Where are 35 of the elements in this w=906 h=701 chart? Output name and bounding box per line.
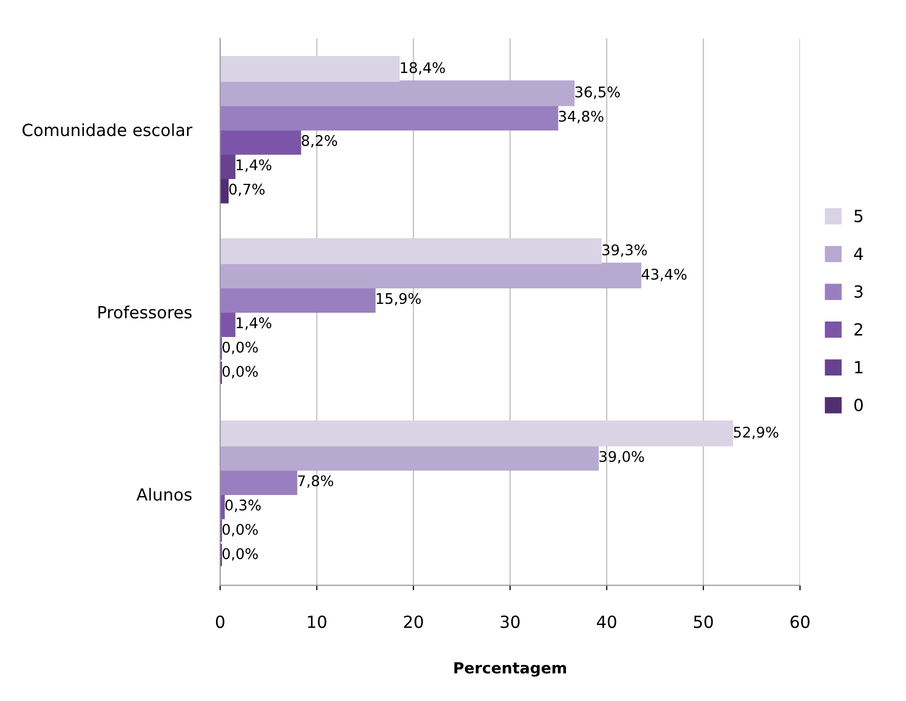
x-axis-title: Percentagem	[454, 662, 566, 677]
data-label: 1,4%	[236, 159, 272, 172]
x-tick-label: 30	[500, 615, 520, 628]
data-label: 1,4%	[236, 317, 272, 330]
data-label: 8,2%	[302, 135, 338, 148]
data-label: 0,3%	[225, 500, 261, 512]
legend-label: 1	[855, 361, 862, 374]
data-label: 0,0%	[222, 366, 258, 378]
data-label: 39,3%	[602, 244, 647, 257]
legend-label: 0	[854, 398, 863, 412]
legend-label: 2	[854, 323, 862, 336]
x-tick-label: 50	[694, 615, 713, 628]
legend-label: 5	[854, 210, 862, 222]
data-label: 43,4%	[642, 268, 686, 282]
x-tick-label: 20	[404, 615, 423, 628]
x-tick-label: 10	[308, 615, 326, 628]
data-label: 0,0%	[222, 342, 258, 354]
data-label: 15,9%	[376, 292, 421, 306]
x-tick-label: 60	[790, 615, 810, 628]
data-label: 0,0%	[222, 548, 258, 561]
data-label: 52,9%	[734, 426, 778, 440]
data-label: 0,7%	[229, 184, 265, 196]
x-tick-label: 40	[596, 615, 616, 628]
data-label: 34,8%	[558, 110, 604, 124]
data-label: 0,0%	[222, 524, 258, 536]
data-label: 36,5%	[575, 86, 620, 99]
x-tick-label: 0	[216, 615, 224, 628]
data-label: 18,4%	[400, 62, 445, 75]
y-tick-label: Professores	[98, 306, 192, 319]
data-label: 7,8%	[298, 475, 334, 488]
data-label: 39,0%	[600, 450, 644, 464]
legend-label: 4	[854, 248, 863, 260]
legend-label: 3	[854, 285, 863, 298]
y-tick-label: Comunidade escolar	[22, 123, 192, 136]
y-tick-label: Alunos	[136, 488, 192, 501]
